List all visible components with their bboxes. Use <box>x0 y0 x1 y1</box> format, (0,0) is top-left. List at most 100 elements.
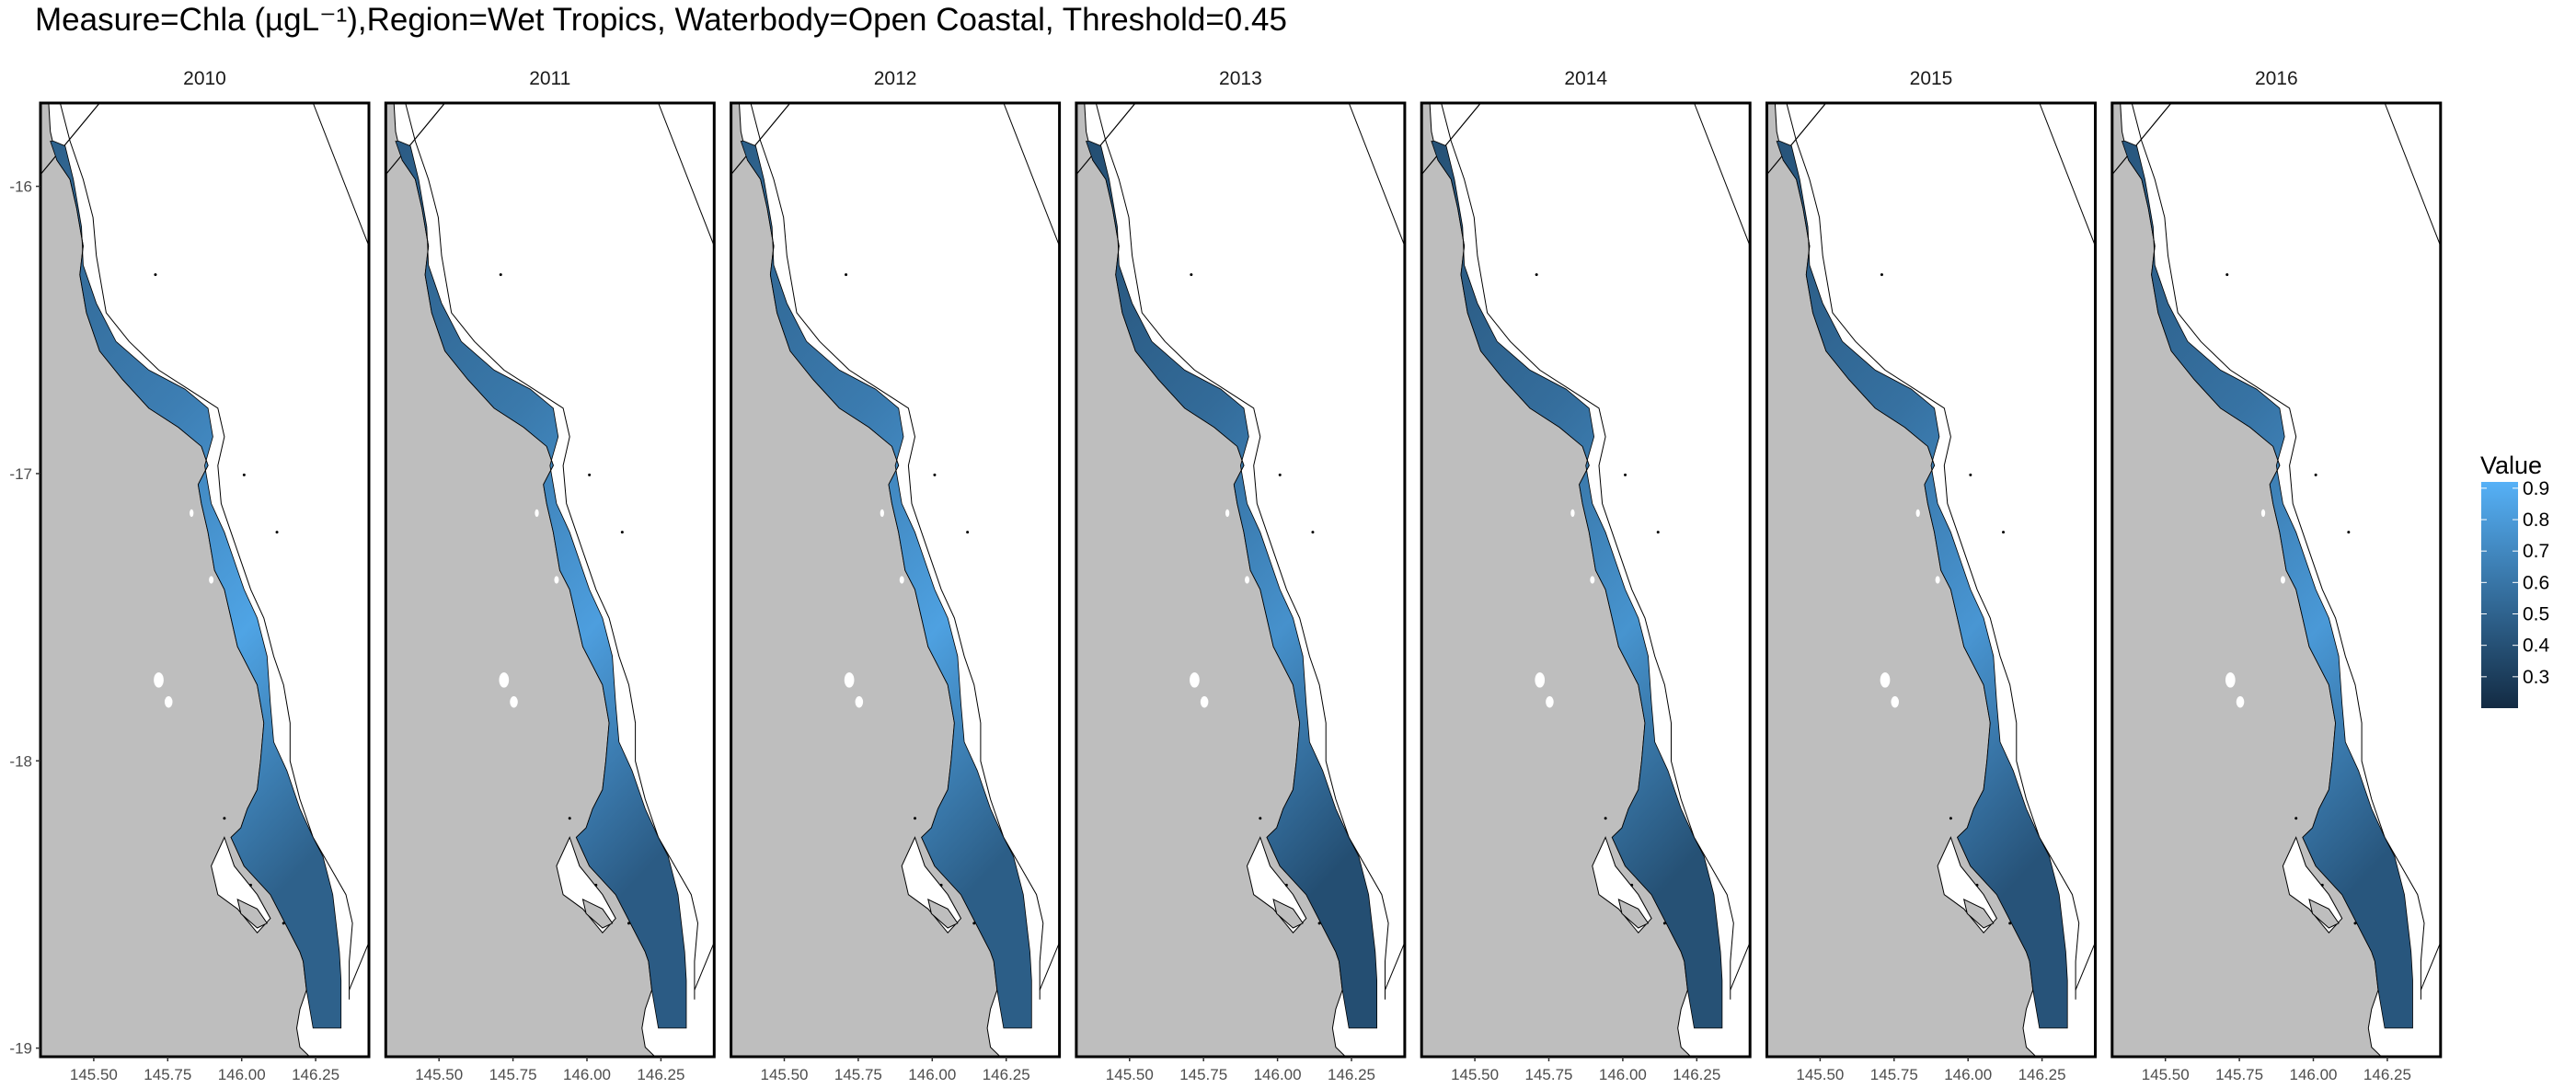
plot-title: Measure=Chla (µgL⁻¹),Region=Wet Tropics,… <box>35 2 1287 38</box>
legend-labels: 0.9 0.8 0.7 0.6 0.5 0.4 0.3 <box>2481 478 2550 688</box>
colour-legend: Value 0.9 0.8 0.7 0.6 0.5 0.4 0.3 <box>2480 452 2550 708</box>
chla-band <box>2121 141 2413 1029</box>
southern-boundary-line <box>1039 942 1060 991</box>
panel-border <box>384 101 716 1059</box>
panel-border <box>39 101 371 1059</box>
reef-boundary-line <box>1003 103 1060 246</box>
facet-2012: 2012 145.50 145.75 146.00 146.25 <box>730 68 1062 1083</box>
region-corner-line <box>730 103 791 176</box>
hinchinbrook-island <box>2308 898 2340 929</box>
open-coastal-boundary-line <box>59 103 353 1000</box>
small-island <box>588 473 592 476</box>
facet-strip-label: 2015 <box>1910 68 1953 89</box>
small-island <box>282 922 285 925</box>
x-tick-label: 146.00 <box>218 1066 266 1083</box>
chla-band <box>395 141 687 1029</box>
chla-gap <box>1245 576 1250 584</box>
chla-gap <box>899 576 904 584</box>
small-island <box>248 883 252 887</box>
x-tick-label: 145.75 <box>1870 1066 1918 1083</box>
chla-gap <box>2225 672 2236 688</box>
small-island <box>1311 531 1315 534</box>
open-coastal-boundary-line <box>2131 103 2425 1000</box>
southern-boundary-line <box>2075 942 2096 991</box>
facet-2015: 2015 145.50 145.75 146.00 146.25 <box>1765 68 2097 1083</box>
reef-boundary-line <box>312 103 369 246</box>
chla-gap <box>164 696 173 708</box>
x-tick-label: 146.00 <box>563 1066 611 1083</box>
open-coastal-boundary-line <box>750 103 1044 1000</box>
chla-gap <box>190 509 194 518</box>
chla-band <box>50 141 342 1029</box>
reef-boundary-line <box>658 103 715 246</box>
legend-title: Value <box>2480 452 2542 479</box>
region-corner-line <box>1766 103 1827 176</box>
y-tick-label: -17 <box>9 465 32 483</box>
southern-boundary-line <box>2420 942 2441 991</box>
x-tick-label: 146.00 <box>908 1066 956 1083</box>
southern-boundary-line <box>349 942 369 991</box>
x-tick-label: 145.50 <box>1451 1066 1499 1083</box>
x-tick-label: 145.50 <box>1796 1066 1844 1083</box>
x-tick-label: 145.75 <box>2215 1066 2263 1083</box>
region-corner-line <box>1075 103 1136 176</box>
small-island <box>627 922 630 925</box>
chla-gap <box>1535 672 1546 688</box>
chla-gap <box>1570 509 1575 518</box>
hinchinbrook-island <box>581 898 614 929</box>
small-island <box>972 922 976 925</box>
reef-boundary-line <box>2384 103 2441 246</box>
chla-gap <box>1935 576 1940 584</box>
chla-band <box>1776 141 2068 1029</box>
small-island <box>1317 922 1321 925</box>
x-tick-label: 146.25 <box>2363 1066 2411 1083</box>
facet-strip-label: 2010 <box>183 68 226 89</box>
facet-2010: 2010 145.50 145.75 146.00 146.25 <box>39 68 371 1083</box>
region-corner-line <box>385 103 446 176</box>
small-island <box>568 817 571 820</box>
legend-label: 0.5 <box>2523 604 2549 625</box>
facet-2013: 2013 145.50 145.75 146.00 146.25 <box>1075 68 1407 1083</box>
small-island <box>2225 273 2229 277</box>
panel-border <box>730 101 1062 1059</box>
chla-gap <box>1225 509 1230 518</box>
chla-gap <box>1891 696 1900 708</box>
small-island <box>620 531 624 534</box>
small-island <box>1190 273 1193 277</box>
x-tick-label: 146.00 <box>1599 1066 1647 1083</box>
y-axis: -16 -17 -18 -19 <box>9 178 40 1058</box>
small-island <box>1284 883 1288 887</box>
chla-band <box>1086 141 1377 1029</box>
x-tick-label: 145.75 <box>1524 1066 1572 1083</box>
small-island <box>939 883 943 887</box>
small-island <box>1535 273 1538 277</box>
open-coastal-boundary-line <box>1095 103 1389 1000</box>
chla-gap <box>1590 576 1595 584</box>
small-island <box>2320 883 2324 887</box>
small-island <box>1975 883 1979 887</box>
chla-gap <box>2260 509 2266 518</box>
facet-strip-label: 2014 <box>1564 68 1607 89</box>
small-island <box>2002 531 2006 534</box>
hinchinbrook-island <box>1962 898 1995 929</box>
hinchinbrook-island <box>236 898 269 929</box>
x-tick-label: 146.25 <box>637 1066 684 1083</box>
x-tick-label: 145.75 <box>144 1066 191 1083</box>
region-corner-line <box>2111 103 2172 176</box>
hinchinbrook-island <box>1272 898 1304 929</box>
reef-boundary-line <box>1348 103 1405 246</box>
small-island <box>1259 817 1262 820</box>
small-island <box>1624 473 1627 476</box>
facet-2016: 2016 145.50 145.75 146.00 146.25 <box>2110 68 2443 1083</box>
chla-gap <box>510 696 518 708</box>
chla-gap <box>2280 576 2285 584</box>
panel-border <box>1420 101 1752 1059</box>
small-island <box>1278 473 1282 476</box>
small-island <box>2314 473 2317 476</box>
southern-boundary-line <box>694 942 715 991</box>
small-island <box>914 817 917 820</box>
facet-panels: 2010 145.50 145.75 146.00 146.25 2011 145.50 14… <box>39 68 2443 1083</box>
reef-boundary-line <box>1694 103 1751 246</box>
small-island <box>154 273 157 277</box>
